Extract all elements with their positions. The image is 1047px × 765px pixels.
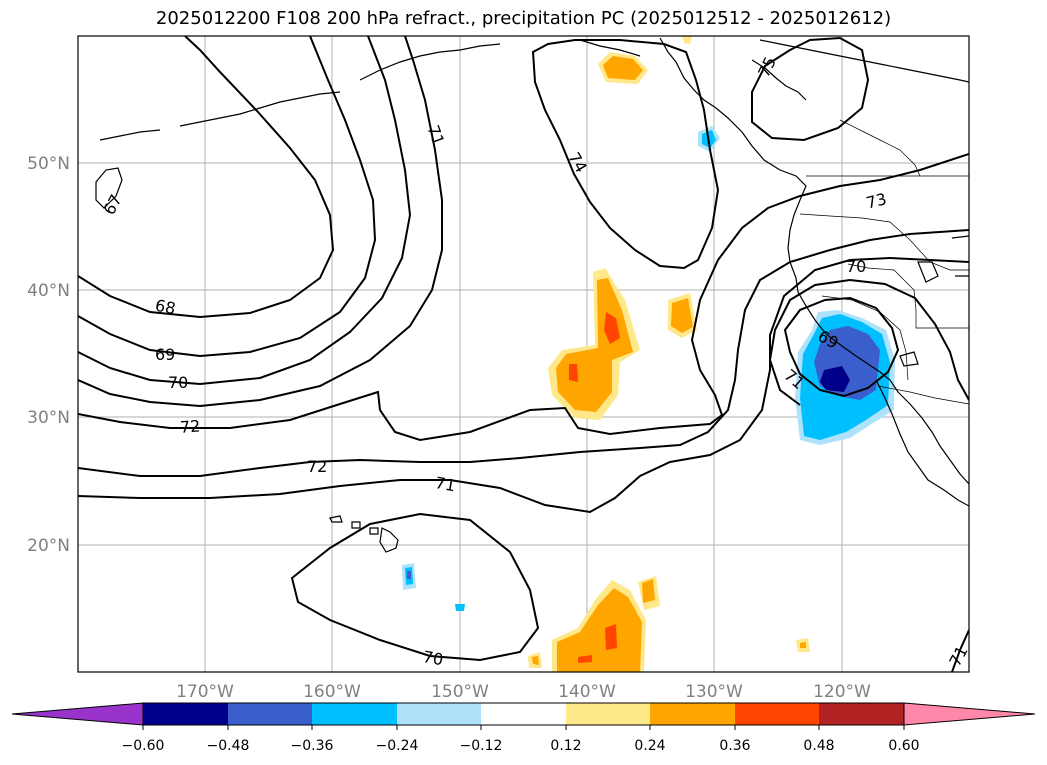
longitude-label: 170°W — [176, 682, 234, 702]
latitude-label: 50°N — [27, 154, 70, 174]
colorbar-segment — [143, 703, 228, 725]
longitude-label: 130°W — [685, 682, 743, 702]
colorbar-segment — [650, 703, 735, 725]
precip-anomaly-negative-california — [402, 126, 895, 611]
longitude-label: 140°W — [558, 682, 616, 702]
contour-line — [78, 36, 412, 386]
colorbar-tick-label: 0.60 — [888, 738, 919, 754]
latitude-label: 40°N — [27, 281, 70, 301]
colorbar-segment — [397, 703, 481, 725]
contour-label: 73 — [864, 189, 888, 212]
colorbar-tick-label: 0.12 — [550, 738, 581, 754]
longitude-label: 120°W — [813, 682, 871, 702]
longitude-label: 150°W — [431, 682, 489, 702]
precip-anomaly-positive-mid-pacific — [548, 268, 640, 420]
contour-label: 72 — [307, 457, 327, 476]
contour-line — [78, 36, 443, 408]
precip-anomaly-positive-gulf-of-alaska — [598, 36, 810, 652]
contour-line — [783, 296, 900, 398]
contour-line — [78, 36, 377, 358]
colorbar-segment — [312, 703, 397, 725]
contour-line — [78, 153, 969, 442]
contour-line — [78, 229, 969, 477]
contour-label: 72 — [179, 416, 201, 436]
colorbar-segment — [481, 703, 566, 725]
colorbar-extend-high — [903, 702, 1036, 726]
contour-line — [78, 256, 969, 514]
colorbar-extend-low — [11, 702, 144, 726]
colorbar: −0.60 −0.48 −0.36 −0.24 −0.12 0.12 0.24 … — [11, 702, 1036, 754]
precip-anomaly-positive-small-patch — [668, 293, 697, 338]
colorbar-segment — [566, 703, 650, 725]
colorbar-tick-label: 0.24 — [634, 738, 665, 754]
colorbar-segment — [735, 703, 819, 725]
contour-line — [951, 629, 969, 672]
contour-line — [531, 39, 720, 270]
colorbar-tick-label: −0.12 — [460, 738, 503, 754]
longitude-axis: 170°W 160°W 150°W 140°W 130°W 120°W — [176, 682, 871, 702]
contour-line — [78, 36, 335, 319]
map-title: 2025012200 F108 200 hPa refract., precip… — [155, 8, 892, 29]
political-borders — [799, 119, 969, 405]
colorbar-tick-label: 0.48 — [803, 738, 834, 754]
contour-label: 70 — [421, 647, 444, 669]
precip-anomaly-positive-southern-patch — [528, 576, 660, 672]
contour-label: 70 — [846, 257, 866, 276]
map-frame — [77, 35, 970, 673]
contour-line — [768, 278, 969, 406]
colorbar-tick-label: 0.36 — [719, 738, 750, 754]
contour-line — [290, 512, 540, 662]
colorbar-tick-label: −0.24 — [376, 738, 419, 754]
colorbar-segment — [228, 703, 312, 725]
latitude-label: 30°N — [27, 408, 70, 428]
longitude-label: 160°W — [303, 682, 361, 702]
contour-label: 69 — [155, 345, 175, 364]
contour-label: 71 — [434, 473, 457, 495]
contour-label: 70 — [168, 373, 188, 392]
colorbar-segment — [819, 703, 904, 725]
latitude-axis: 50°N 40°N 30°N 20°N — [27, 154, 70, 556]
colorbar-tick-label: −0.60 — [122, 738, 165, 754]
colorbar-ticks — [142, 725, 905, 730]
colorbar-tick-label: −0.48 — [207, 738, 250, 754]
contour-line — [751, 36, 870, 142]
colorbar-tick-label: −0.36 — [291, 738, 334, 754]
latitude-label: 20°N — [27, 536, 70, 556]
refractivity-contours — [78, 36, 969, 672]
colorbar-frame — [142, 702, 905, 726]
contour-label: 68 — [153, 296, 177, 319]
